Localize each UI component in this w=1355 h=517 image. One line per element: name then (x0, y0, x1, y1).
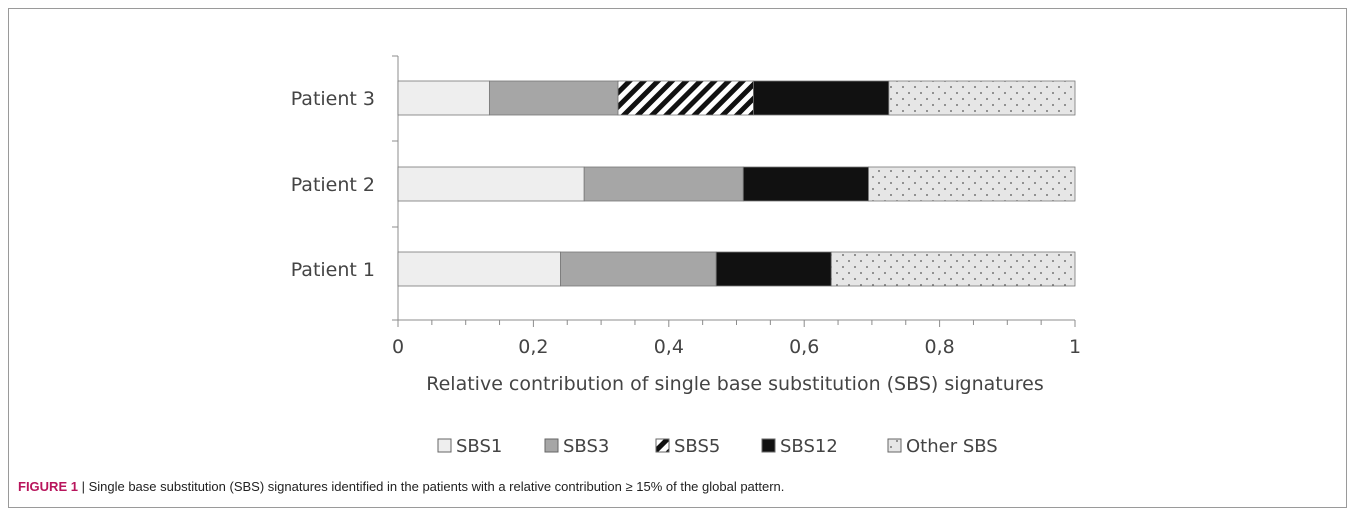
bar-patient-1-sbs12 (715, 251, 832, 287)
bar-patient-2-sbs1 (397, 166, 585, 202)
tick-labels-layer: Patient 3 Patient 2 Patient 1 0 0,2 0,4 0,6 0,8… (291, 88, 1081, 358)
legend-label-sbs3: SBS3 (563, 436, 609, 457)
bar-patient-3-sbs5 (617, 80, 754, 116)
caption-text: Single base substitution (SBS) signature… (88, 479, 785, 494)
bar-patient-1-sbs3 (560, 251, 717, 287)
legend-label-sbs5: SBS5 (674, 436, 720, 457)
bar-patient-3-other-sbs (888, 80, 1076, 116)
bar-patient-1-other-sbs (830, 251, 1076, 287)
legend-swatch-sbs5 (655, 438, 670, 453)
legend-swatch-other-sbs (887, 438, 902, 453)
bar-patient-2-other-sbs (868, 166, 1076, 202)
legend: SBS1 SBS3 SBS5 SBS12 Other SBS (437, 436, 998, 457)
bar-patient-3-sbs1 (397, 80, 490, 116)
x-axis-title: Relative contribution of single base sub… (426, 373, 1043, 395)
figure-caption: FIGURE 1 | Single base substitution (SBS… (18, 479, 784, 494)
bar-patient-2-sbs3 (583, 166, 744, 202)
bars-layer (397, 80, 1076, 287)
x-tick-label: 0 (392, 336, 404, 358)
legend-swatch-sbs1 (437, 438, 452, 453)
bar-patient-2-sbs12 (742, 166, 869, 202)
legend-label-other-sbs: Other SBS (906, 436, 998, 457)
bar-patient-1-sbs1 (397, 251, 561, 287)
y-tick-label-patient-2: Patient 2 (291, 174, 375, 196)
legend-label-sbs12: SBS12 (780, 436, 838, 457)
bar-patient-3-sbs12 (753, 80, 890, 116)
legend-swatch-sbs3 (544, 438, 559, 453)
x-tick-label: 0,6 (789, 336, 819, 358)
y-tick-label-patient-1: Patient 1 (291, 259, 375, 281)
x-tick-label: 0,2 (518, 336, 548, 358)
legend-label-sbs1: SBS1 (456, 436, 502, 457)
y-tick-label-patient-3: Patient 3 (291, 88, 375, 110)
x-tick-label: 0,4 (654, 336, 684, 358)
bar-patient-3-sbs3 (488, 80, 619, 116)
x-tick-label: 0,8 (924, 336, 954, 358)
caption-label: FIGURE 1 (18, 479, 78, 494)
legend-swatch-sbs12 (761, 438, 776, 453)
x-tick-label: 1 (1069, 336, 1081, 358)
caption-separator: | (77, 479, 89, 494)
